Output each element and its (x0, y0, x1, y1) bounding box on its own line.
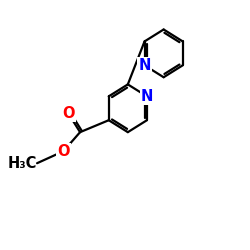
Text: O: O (57, 144, 70, 159)
Text: N: N (138, 58, 151, 73)
Text: N: N (141, 89, 153, 104)
Text: O: O (62, 106, 74, 120)
Text: H₃C: H₃C (8, 156, 37, 171)
